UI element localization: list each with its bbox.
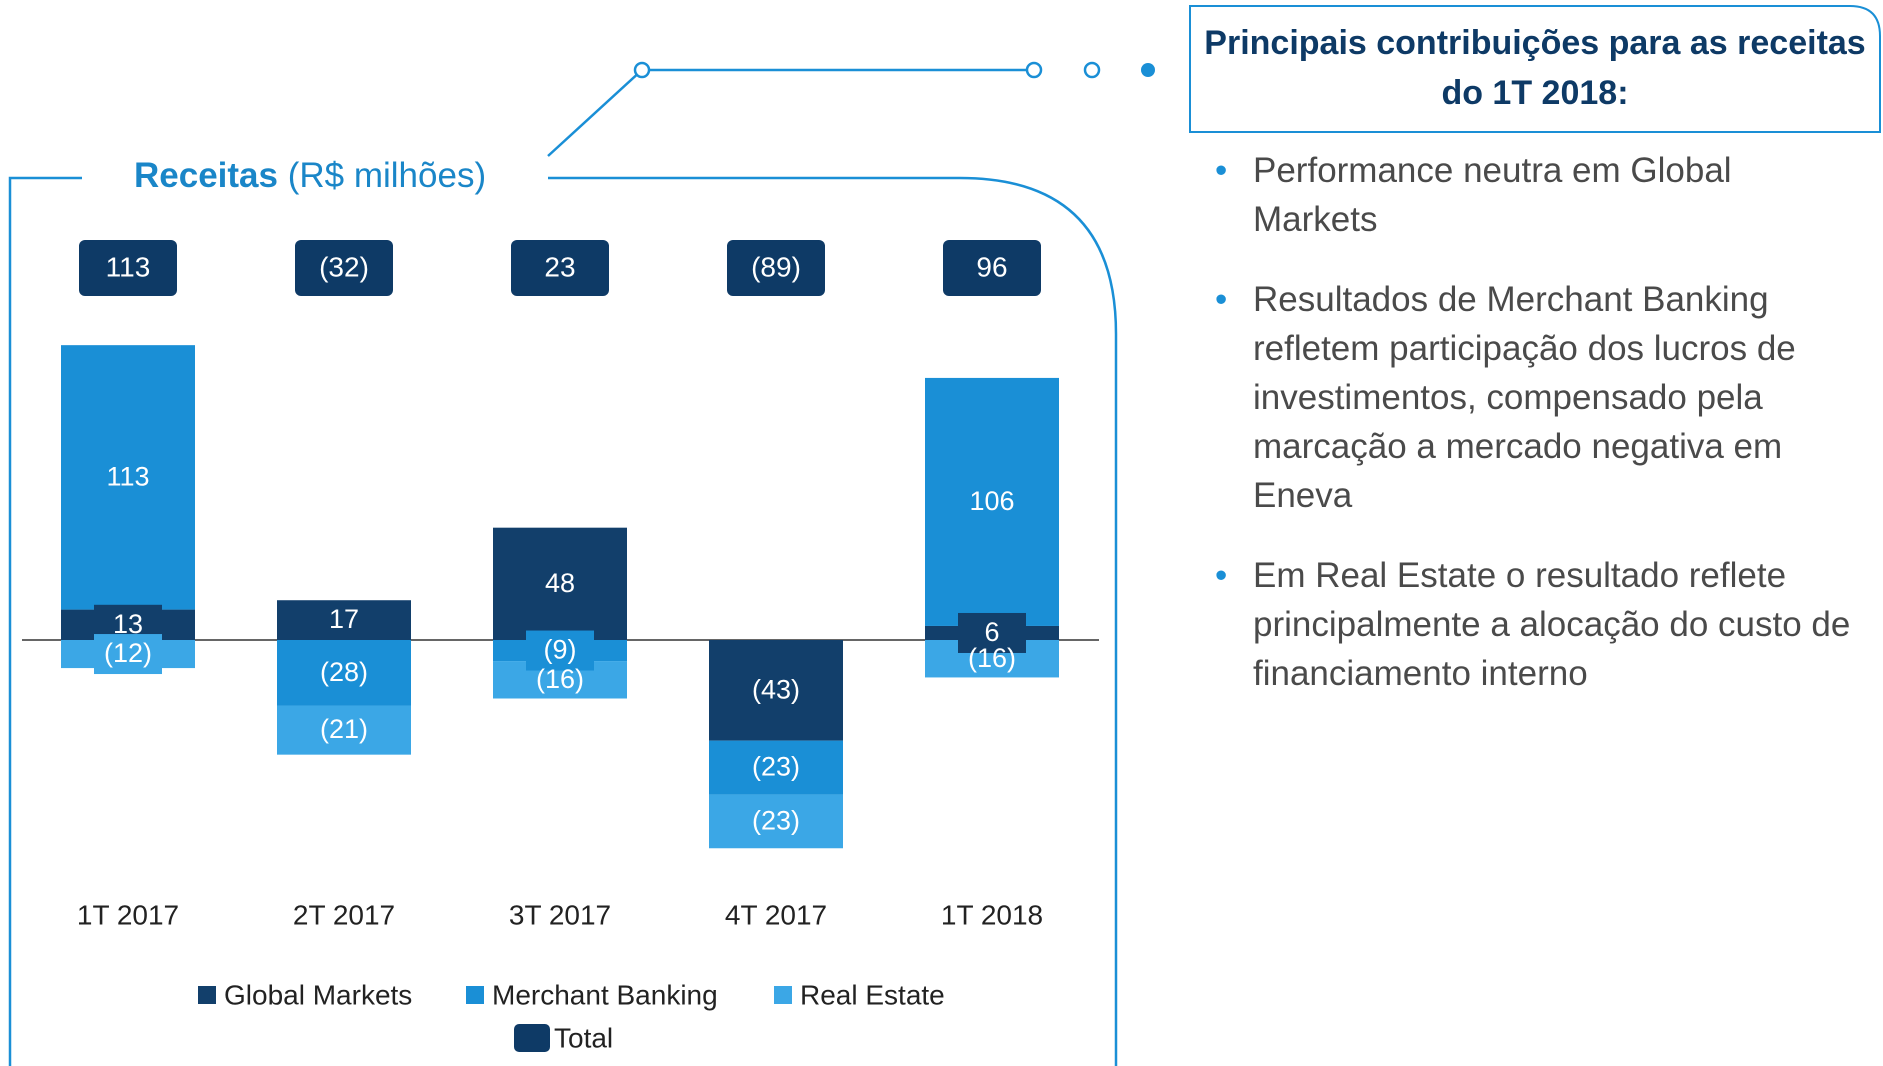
- bar: [709, 740, 843, 795]
- value-label: (23): [752, 752, 800, 782]
- connector: [547, 68, 1034, 157]
- panel-box: [1189, 5, 1881, 133]
- legend-swatch: [198, 986, 216, 1004]
- value-label: (12): [104, 638, 152, 668]
- bar: [709, 794, 843, 849]
- bar: [277, 600, 411, 640]
- total-label: 23: [544, 251, 575, 282]
- bullet: Em Real Estate o resultado reflete princ…: [1215, 551, 1855, 698]
- total-box: [943, 240, 1041, 296]
- legend-swatch: [774, 986, 792, 1004]
- bullets: Performance neutra em Global Markets Resu…: [1215, 146, 1855, 729]
- value-label: (23): [752, 805, 800, 835]
- bar: [925, 377, 1059, 626]
- legend-label: Real Estate: [800, 979, 945, 1010]
- value-label: (28): [320, 657, 368, 687]
- label-box: [526, 630, 594, 671]
- value-label: (21): [320, 714, 368, 744]
- frame: [8, 176, 1118, 1066]
- x-tick-label: 2T 2017: [293, 899, 395, 930]
- total-label: (32): [319, 251, 369, 282]
- dot: [1141, 63, 1155, 77]
- panel-title: Principais contribuições para as receita…: [1204, 24, 1866, 112]
- x-tick-label: 3T 2017: [509, 899, 611, 930]
- legend-label: Global Markets: [224, 979, 412, 1010]
- total-box: [727, 240, 825, 296]
- value-label: (9): [544, 635, 577, 665]
- bar: [277, 640, 411, 706]
- bar: [277, 705, 411, 755]
- total-box: [79, 240, 177, 296]
- x-tick-label: 4T 2017: [725, 899, 827, 930]
- legend-swatch: [466, 986, 484, 1004]
- value-label: 48: [545, 568, 575, 598]
- label-box: [958, 612, 1026, 653]
- total-box: [295, 240, 393, 296]
- dot: [1083, 61, 1101, 79]
- subtitle: (R$ milhões): [288, 156, 486, 195]
- value-label: (43): [752, 674, 800, 704]
- bullet: Resultados de Merchant Banking refletem …: [1215, 275, 1855, 520]
- x-tick-label: 1T 2018: [941, 899, 1043, 930]
- legend-swatch: [514, 1024, 550, 1052]
- value-label: 113: [106, 461, 149, 491]
- dot: [1025, 61, 1043, 79]
- value-label: 13: [113, 609, 143, 639]
- total-label: (89): [751, 251, 801, 282]
- value-label: 106: [969, 486, 1014, 516]
- value-label: (16): [536, 664, 584, 694]
- dot: [633, 61, 651, 79]
- label-box: [94, 634, 162, 675]
- total-label: 113: [106, 251, 151, 282]
- value-label: 6: [984, 617, 999, 647]
- bullet: Performance neutra em Global Markets: [1215, 146, 1855, 244]
- total-label: 96: [976, 251, 1007, 282]
- chart-title: Receitas (R$ milhões): [134, 156, 486, 195]
- value-label: 17: [329, 604, 359, 634]
- bar: [493, 527, 627, 640]
- value-label: (16): [968, 643, 1016, 673]
- legend-label: Merchant Banking: [492, 979, 718, 1010]
- x-tick-label: 1T 2017: [77, 899, 179, 930]
- title: Receitas: [134, 156, 278, 195]
- bar: [709, 640, 843, 741]
- bar: [61, 345, 195, 610]
- legend-label: Total: [554, 1022, 613, 1053]
- total-box: [511, 240, 609, 296]
